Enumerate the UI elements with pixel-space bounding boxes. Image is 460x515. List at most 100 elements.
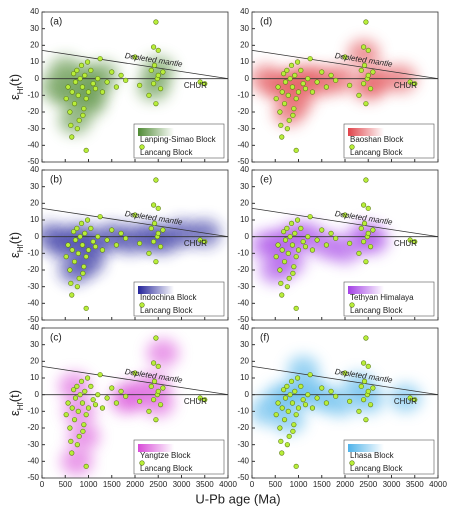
- data-point: [356, 92, 362, 98]
- data-point: [155, 388, 161, 394]
- data-point: [307, 56, 313, 62]
- data-point: [97, 56, 103, 62]
- data-point: [155, 47, 161, 53]
- panel-label: (d): [260, 17, 272, 28]
- data-point: [92, 402, 99, 408]
- data-point: [309, 405, 316, 411]
- data-point: [65, 242, 71, 248]
- data-point: [132, 370, 138, 376]
- y-tick-label: 30: [30, 340, 39, 349]
- y-tick-label: -50: [237, 315, 249, 324]
- data-point: [284, 67, 290, 73]
- legend-swatch: [348, 128, 384, 136]
- x-tick-label: 500: [59, 480, 73, 489]
- y-tick-label: -10: [27, 90, 39, 99]
- data-point: [361, 81, 367, 87]
- y-tick-label: -10: [237, 248, 249, 257]
- data-point: [361, 62, 368, 68]
- data-point: [279, 247, 285, 253]
- data-point: [363, 19, 369, 25]
- data-point: [157, 86, 164, 92]
- y-tick-label: 40: [240, 7, 249, 16]
- data-point: [157, 244, 164, 250]
- data-point: [284, 225, 290, 231]
- data-point: [356, 250, 362, 256]
- y-axis-label: εHf(t): [7, 390, 24, 416]
- data-point: [104, 79, 110, 85]
- data-point: [281, 417, 288, 423]
- data-point: [99, 247, 106, 253]
- data-point: [333, 235, 339, 241]
- data-point: [293, 96, 299, 102]
- data-point: [160, 69, 166, 75]
- data-point: [282, 395, 289, 401]
- data-point: [146, 92, 152, 98]
- y-axis-label: εHf(t): [7, 232, 24, 258]
- data-point: [363, 259, 369, 265]
- legend-label: Lancang Block: [140, 148, 193, 157]
- data-point: [82, 388, 88, 394]
- y-tick-label: -20: [27, 265, 39, 274]
- x-tick-label: 2000: [336, 480, 354, 489]
- data-point: [281, 71, 287, 77]
- y-tick-label: 10: [30, 57, 39, 66]
- data-point: [277, 109, 283, 115]
- density-blob: [60, 447, 93, 476]
- data-point: [323, 400, 330, 406]
- y-tick-label: -50: [237, 473, 249, 482]
- data-point: [305, 234, 311, 240]
- data-point: [97, 372, 103, 378]
- data-point: [67, 425, 73, 431]
- data-point: [365, 230, 371, 236]
- data-point: [74, 284, 80, 290]
- data-point: [365, 388, 371, 394]
- y-tick-label: 30: [30, 182, 39, 191]
- data-point: [72, 79, 79, 85]
- data-point: [285, 408, 291, 414]
- chur-label: CHUR: [394, 397, 417, 406]
- x-tick-label: 1500: [103, 480, 121, 489]
- data-point: [84, 217, 91, 223]
- data-point: [302, 402, 309, 408]
- data-point: [82, 230, 88, 236]
- density-blob: [356, 226, 389, 254]
- data-point: [275, 400, 281, 406]
- y-tick-label: -10: [237, 90, 249, 99]
- legend-swatch: [138, 444, 174, 452]
- x-tick-label: 500: [269, 480, 283, 489]
- data-point: [118, 230, 124, 236]
- data-point: [77, 392, 83, 398]
- data-point: [90, 81, 96, 87]
- data-point: [202, 81, 208, 87]
- data-point: [151, 397, 157, 403]
- y-axis-label-part: Hf: [16, 85, 25, 94]
- chur-label: CHUR: [394, 81, 417, 90]
- legend-swatch: [138, 286, 174, 294]
- data-point: [342, 212, 348, 218]
- data-point: [361, 397, 367, 403]
- data-point: [298, 67, 304, 73]
- data-point: [92, 86, 99, 92]
- y-tick-label: -10: [27, 248, 39, 257]
- x-tick-label: 2000: [126, 480, 144, 489]
- data-point: [153, 101, 159, 107]
- y-axis-label-part: ε: [7, 410, 22, 416]
- y-axis-label-part: ε: [7, 94, 22, 100]
- legend-label: Indochina Block: [140, 293, 197, 302]
- data-point: [84, 375, 91, 381]
- data-point: [72, 395, 79, 401]
- data-point: [83, 463, 89, 469]
- data-point: [293, 254, 299, 260]
- data-point: [88, 67, 94, 73]
- data-point: [305, 76, 311, 82]
- data-point: [75, 92, 81, 98]
- data-point: [63, 254, 69, 260]
- data-point: [361, 239, 367, 245]
- data-point: [95, 234, 101, 240]
- data-point: [76, 117, 82, 123]
- data-point: [148, 383, 154, 389]
- data-point: [146, 408, 152, 414]
- data-point: [286, 117, 292, 123]
- x-tick-label: 3000: [383, 480, 401, 489]
- x-tick-label: 4000: [429, 480, 447, 489]
